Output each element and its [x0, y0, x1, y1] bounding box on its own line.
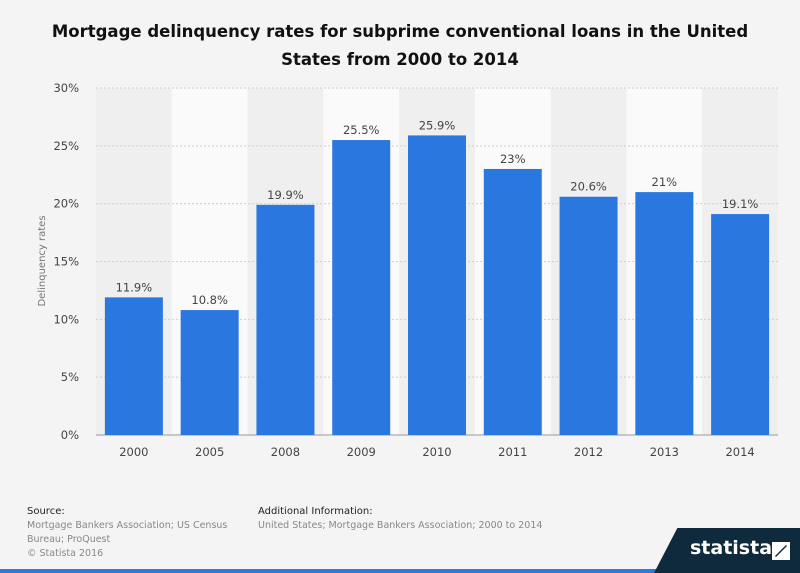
bar-2014[interactable] [711, 214, 770, 435]
data-label: 25.9% [419, 118, 456, 132]
x-tick-label: 2000 [119, 445, 148, 459]
bar-2013[interactable] [635, 192, 694, 435]
data-label: 10.8% [191, 293, 228, 307]
y-tick-label: 5% [61, 370, 79, 384]
x-tick-label: 2013 [650, 445, 679, 459]
x-tick-label: 2010 [422, 445, 451, 459]
y-tick-label: 10% [53, 312, 79, 326]
footer-source: Source: Mortgage Bankers Association; US… [27, 505, 257, 561]
x-tick-label: 2009 [347, 445, 376, 459]
x-tick-label: 2005 [195, 445, 224, 459]
bar-2005[interactable] [180, 310, 239, 435]
info-text: United States; Mortgage Bankers Associat… [258, 520, 543, 531]
bar-2010[interactable] [408, 135, 466, 435]
info-heading: Additional Information: [258, 506, 373, 517]
y-tick-label: 20% [53, 197, 79, 211]
chart-title: Mortgage delinquency rates for subprime … [51, 22, 749, 69]
bar-2009[interactable] [332, 140, 391, 436]
brand-name: statista [690, 537, 773, 559]
x-tick-label: 2008 [271, 445, 300, 459]
x-tick-label: 2011 [498, 445, 527, 459]
data-label: 23% [500, 152, 526, 166]
copyright-text: © Statista 2016 [27, 548, 104, 559]
chart-area: 0% 5% 10% 15% 20% 25% 30% 11.9% 10.8% 19.9% 25.5%… [37, 81, 778, 459]
data-label: 21% [652, 175, 678, 189]
bar-2011[interactable] [483, 168, 542, 435]
y-axis-label: Delinquency rates [37, 215, 48, 306]
brand-logo[interactable]: statista [654, 528, 800, 573]
data-label: 25.5% [343, 123, 380, 137]
statista-icon [772, 542, 790, 560]
bar-2008[interactable] [256, 204, 315, 435]
bar-2000[interactable] [104, 297, 163, 435]
y-tick-label: 25% [53, 139, 79, 153]
y-tick-label: 0% [61, 428, 79, 442]
y-tick-label: 30% [53, 81, 79, 95]
x-tick-label: 2014 [725, 445, 754, 459]
x-tick-label: 2012 [574, 445, 603, 459]
data-label: 19.9% [267, 188, 304, 202]
source-heading: Source: [27, 506, 65, 517]
source-text: Mortgage Bankers Association; US Census … [27, 520, 228, 545]
data-label: 19.1% [722, 197, 759, 211]
data-label: 11.9% [116, 280, 153, 294]
data-label: 20.6% [570, 180, 607, 194]
bar-2012[interactable] [559, 196, 618, 435]
bottom-stripe [0, 569, 660, 573]
footer-info: Additional Information: United States; M… [258, 505, 578, 533]
y-tick-label: 15% [53, 255, 79, 269]
